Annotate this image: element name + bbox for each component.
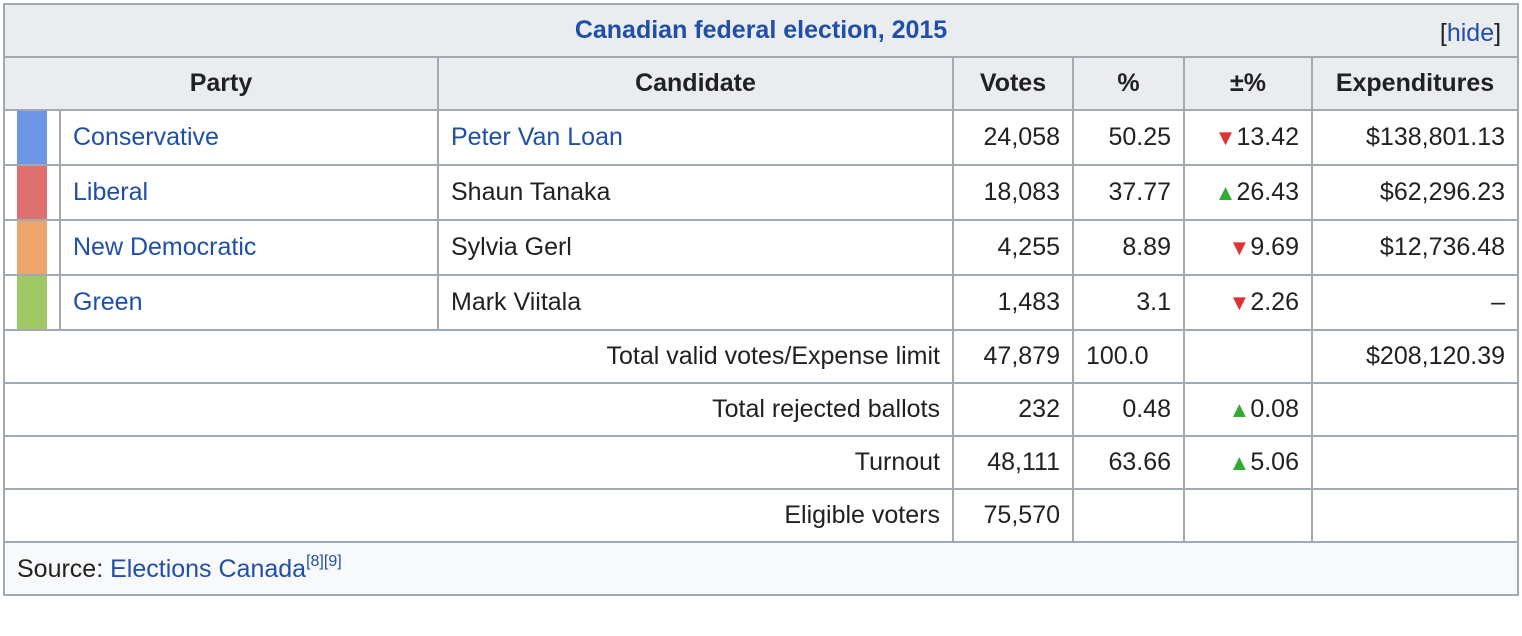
rejected-ballots-row: Total rejected ballots 232 0.48 ▲0.08 [3,382,1520,437]
empty-cell [1072,488,1185,543]
header-party: Party [3,56,439,111]
candidate-cell: Mark Viitala [437,274,954,331]
rejected-ballots-label: Total rejected ballots [3,382,954,437]
percent-cell: 8.89 [1072,219,1185,276]
table-title-row: Canadian federal election, 2015 [hide] [2,3,1520,58]
eligible-voters-label: Eligible voters [3,488,954,543]
decrease-arrow-icon: ▼ [1228,290,1251,315]
column-header-row: Party Candidate Votes % ±% Expenditures [3,56,1520,111]
change-cell: ▼2.26 [1183,274,1313,331]
candidate-cell: Shaun Tanaka [437,164,954,221]
candidate-link-peter-van-loan[interactable]: Peter Van Loan [451,123,623,151]
source-cell: Source: Elections Canada[8][9] [2,541,1520,596]
party-link-liberal[interactable]: Liberal [73,178,149,206]
change-cell: ▲26.43 [1183,164,1313,221]
rejected-ballots-votes: 232 [952,382,1074,437]
hide-toggle: [hide] [1439,19,1502,47]
eligible-voters-row: Eligible voters 75,570 [3,488,1520,543]
header-change: ±% [1183,56,1313,111]
rejected-ballots-percent: 0.48 [1072,382,1185,437]
increase-arrow-icon: ▲ [1228,450,1251,475]
turnout-label: Turnout [3,435,954,490]
candidate-cell: Sylvia Gerl [437,219,954,276]
expenditures-cell: $138,801.13 [1310,109,1520,166]
decrease-arrow-icon: ▼ [1214,125,1237,150]
votes-cell: 18,083 [952,164,1074,221]
expenditures-cell: $12,736.48 [1310,219,1520,276]
party-color-swatch [3,219,61,276]
eligible-voters-count: 75,570 [952,488,1074,543]
percent-cell: 50.25 [1072,109,1185,166]
source-link-elections-canada[interactable]: Elections Canada [110,555,307,583]
party-link-conservative[interactable]: Conservative [73,123,219,151]
votes-cell: 1,483 [952,274,1074,331]
election-results-table: Canadian federal election, 2015 [hide] P… [2,3,1520,596]
percent-cell: 3.1 [1072,274,1185,331]
hide-link[interactable]: hide [1446,19,1495,47]
table-row-new-democratic: New Democratic Sylvia Gerl 4,255 8.89 ▼9… [3,219,1520,276]
party-color-swatch [3,164,61,221]
header-expenditures: Expenditures [1310,56,1520,111]
empty-cell [1310,382,1520,437]
total-valid-percent: 100.0 [1072,329,1185,384]
turnout-percent: 63.66 [1072,435,1185,490]
party-link-new-democratic[interactable]: New Democratic [73,233,257,261]
votes-cell: 24,058 [952,109,1074,166]
total-valid-change [1183,329,1313,384]
party-color-green [17,276,47,329]
table-row-green: Green Mark Viitala 1,483 3.1 ▼2.26 – [3,274,1520,331]
total-valid-votes: 47,879 [952,329,1074,384]
change-cell: ▼13.42 [1183,109,1313,166]
party-link-green[interactable]: Green [73,288,143,316]
table-title: Canadian federal election, 2015 [574,16,948,44]
turnout-change: ▲5.06 [1183,435,1313,490]
decrease-arrow-icon: ▼ [1228,235,1251,260]
header-percent: % [1072,56,1185,111]
party-color-swatch [3,274,61,331]
party-color-ndp [17,221,47,274]
total-valid-row: Total valid votes/Expense limit 47,879 1… [3,329,1520,384]
source-row: Source: Elections Canada[8][9] [2,541,1520,596]
increase-arrow-icon: ▲ [1228,397,1251,422]
empty-cell [1183,488,1313,543]
turnout-row: Turnout 48,111 63.66 ▲5.06 [3,435,1520,490]
turnout-votes: 48,111 [952,435,1074,490]
reference-9-link[interactable]: [9] [323,553,342,570]
party-color-liberal [17,166,47,219]
votes-cell: 4,255 [952,219,1074,276]
expenditures-cell: – [1310,274,1520,331]
table-row-liberal: Liberal Shaun Tanaka 18,083 37.77 ▲26.43… [3,164,1520,221]
increase-arrow-icon: ▲ [1214,180,1237,205]
table-caption: Canadian federal election, 2015 [hide] [2,3,1520,58]
header-candidate: Candidate [437,56,954,111]
reference-8-link[interactable]: [8] [306,553,324,570]
rejected-ballots-change: ▲0.08 [1183,382,1313,437]
party-color-conservative [17,111,47,164]
expense-limit: $208,120.39 [1310,329,1520,384]
change-cell: ▼9.69 [1183,219,1313,276]
table-row-conservative: Conservative Peter Van Loan 24,058 50.25… [3,109,1520,166]
total-valid-label: Total valid votes/Expense limit [3,329,954,384]
empty-cell [1310,488,1520,543]
empty-cell [1310,435,1520,490]
expenditures-cell: $62,296.23 [1310,164,1520,221]
percent-cell: 37.77 [1072,164,1185,221]
party-color-swatch [3,109,61,166]
header-votes: Votes [952,56,1074,111]
